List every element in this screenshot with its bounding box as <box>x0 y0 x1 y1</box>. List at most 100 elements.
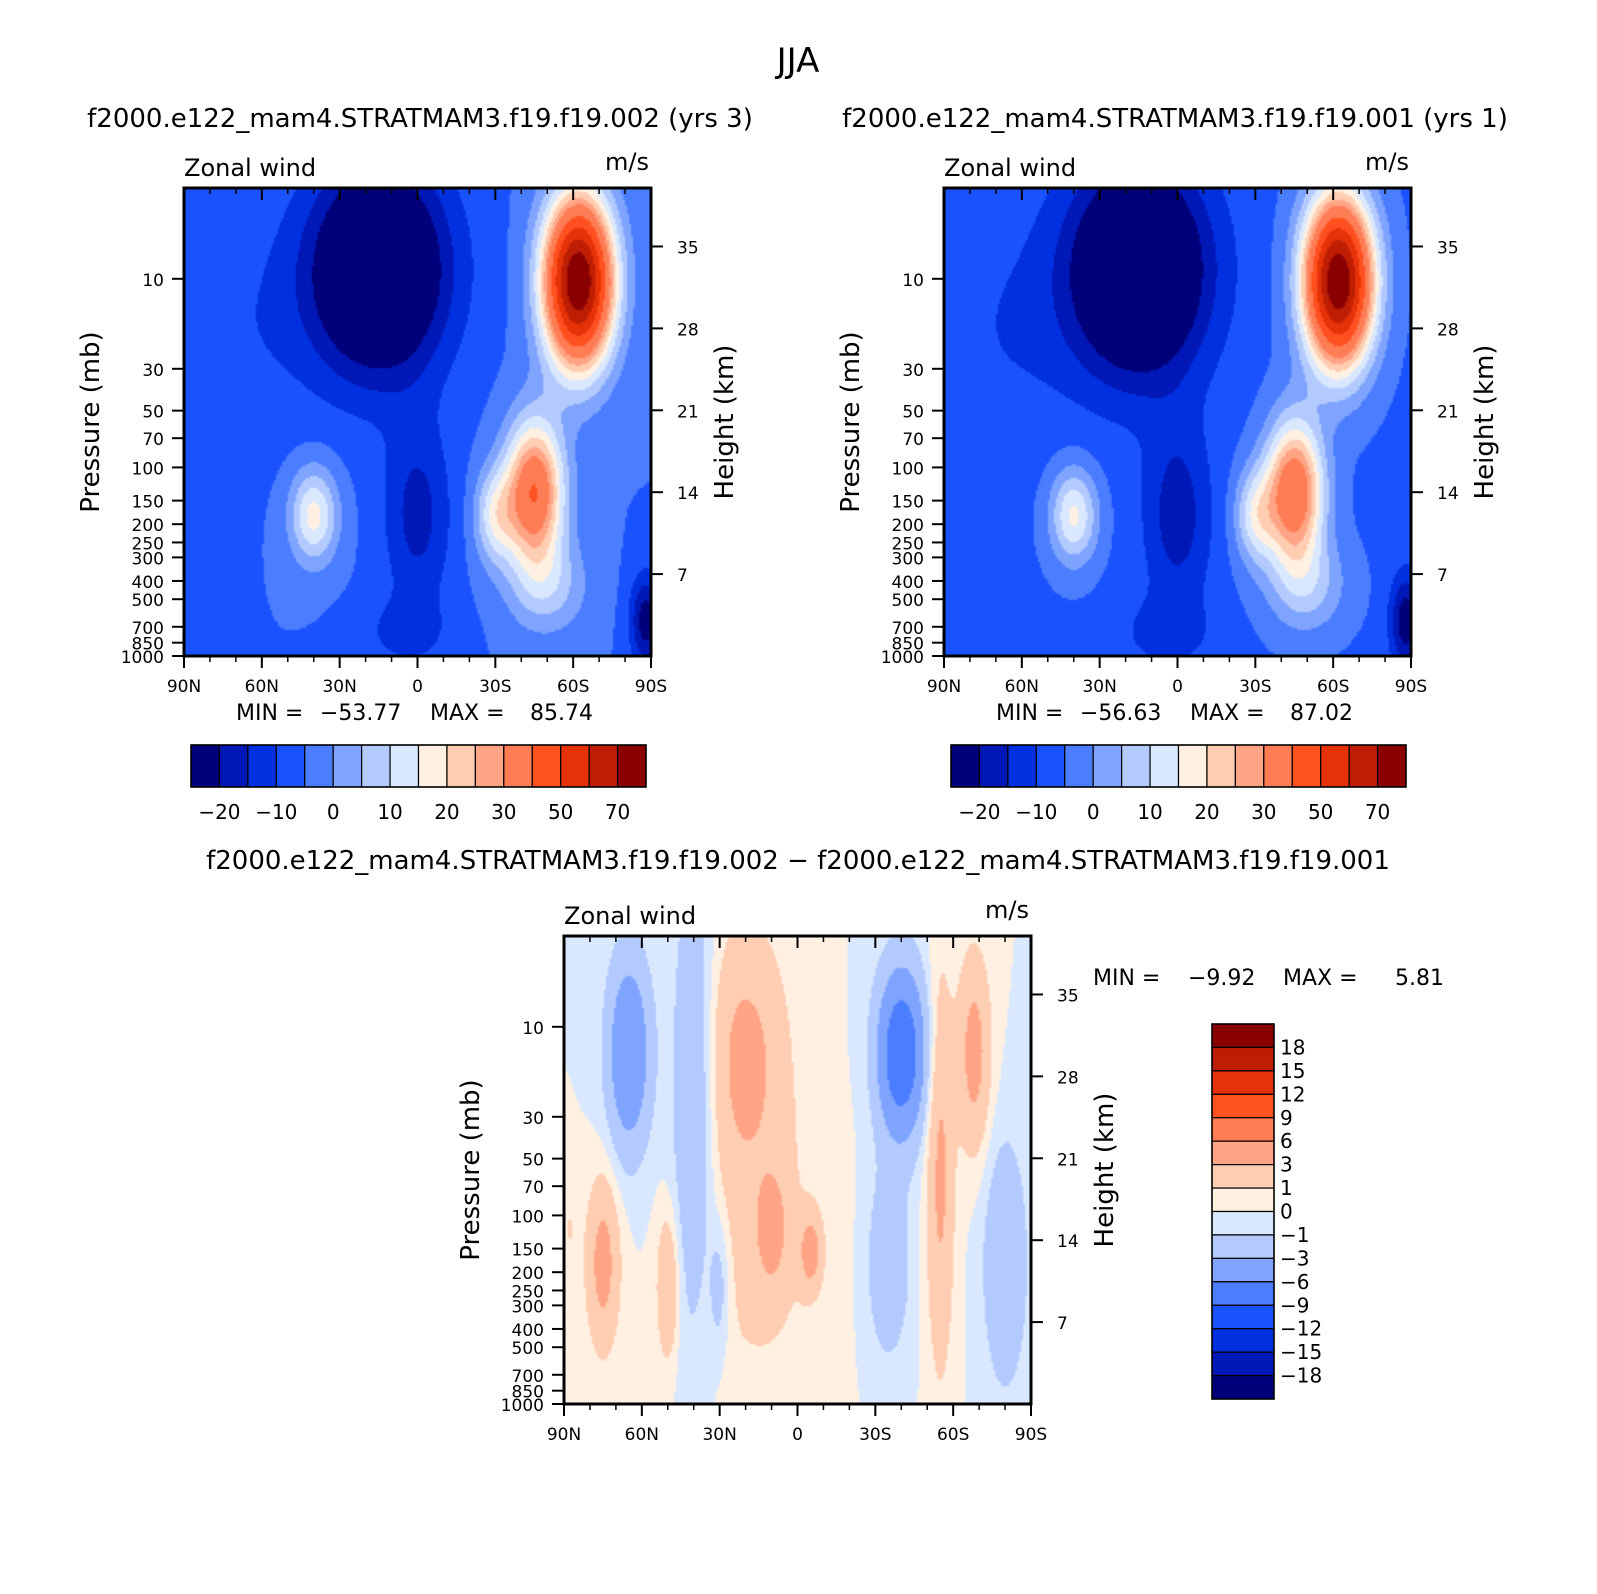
colorbar-swatch <box>1211 1187 1275 1213</box>
height-tick-label: 35 <box>677 238 699 258</box>
colorbar-swatch <box>474 744 505 788</box>
colorbar-swatch <box>247 744 277 788</box>
colorbar-swatch <box>1291 744 1322 788</box>
y-tick-label: 850 <box>892 635 924 655</box>
y-tick-label: 850 <box>132 635 164 655</box>
y-tick-label: 70 <box>902 430 924 450</box>
right-axis-label: Height (km) <box>710 345 740 500</box>
y-tick-label: 50 <box>142 403 164 423</box>
colorbar-swatch <box>978 744 1009 788</box>
height-tick-label: 35 <box>1437 238 1459 258</box>
x-tick-label: 30N <box>1082 677 1116 697</box>
colorbar-swatch <box>1211 1070 1275 1095</box>
contour-fill <box>564 936 1031 1404</box>
y-tick-label: 10 <box>522 1019 544 1039</box>
max-label: MAX = <box>1190 701 1265 726</box>
diff-title: f2000.e122_mam4.STRATMAM3.f19.f19.002 − … <box>206 846 1390 876</box>
y-tick-label: 400 <box>132 573 164 593</box>
max-label: MAX = <box>1283 966 1358 991</box>
x-tick-label: 60S <box>557 677 589 697</box>
colorbar-swatch <box>304 744 334 788</box>
y-tick-label: 30 <box>522 1109 544 1129</box>
colorbar-label: −20 <box>198 800 240 824</box>
min-label: MIN = <box>996 701 1063 726</box>
height-tick-label: 21 <box>677 402 699 422</box>
colorbar-label: 20 <box>434 800 459 824</box>
height-tick-label: 14 <box>1057 1232 1079 1252</box>
height-tick-label: 28 <box>1057 1068 1079 1088</box>
y-tick-label: 250 <box>892 534 924 554</box>
y-tick-label: 200 <box>512 1264 544 1284</box>
figure-title: JJA <box>775 41 820 81</box>
units-label: m/s <box>605 148 649 176</box>
y-tick-label: 700 <box>512 1367 544 1387</box>
x-tick-label: 90S <box>1015 1425 1047 1445</box>
colorbar-swatch <box>1211 1046 1275 1072</box>
y-tick-label: 400 <box>892 573 924 593</box>
panel-b-title: f2000.e122_mam4.STRATMAM3.f19.f19.001 (y… <box>842 104 1508 134</box>
x-tick-label: 0 <box>792 1425 803 1445</box>
x-tick-label: 30N <box>322 677 356 697</box>
min-value: −56.63 <box>1080 701 1161 726</box>
colorbar-swatch <box>1234 744 1265 788</box>
colorbar-label: 10 <box>1137 800 1162 824</box>
x-tick-label: 60N <box>1005 677 1039 697</box>
colorbar-label: 3 <box>1280 1153 1293 1177</box>
max-value: 5.81 <box>1395 966 1444 991</box>
colorbar-label: 0 <box>1087 800 1100 824</box>
x-tick-label: 90N <box>547 1425 581 1445</box>
x-tick-label: 90N <box>927 677 961 697</box>
colorbar-label: 6 <box>1280 1129 1293 1153</box>
colorbar-label: −10 <box>255 800 297 824</box>
x-tick-label: 0 <box>1172 677 1183 697</box>
colorbar-swatch <box>1211 1210 1275 1236</box>
right-axis-label: Height (km) <box>1470 345 1500 500</box>
y-axis-label: Pressure (mb) <box>76 331 106 512</box>
y-tick-label: 50 <box>902 403 924 423</box>
colorbar-frame <box>1211 1023 1275 1400</box>
contour-fill <box>184 188 651 656</box>
colorbar-label: −1 <box>1280 1223 1309 1247</box>
colorbar-swatch <box>361 744 391 788</box>
x-tick-label: 90N <box>167 677 201 697</box>
colorbar-swatch <box>218 744 249 788</box>
colorbar-swatch <box>1149 744 1180 788</box>
colorbar-swatch <box>1211 1234 1275 1259</box>
y-tick-label: 70 <box>142 430 164 450</box>
min-label: MIN = <box>236 701 303 726</box>
max-value: 87.02 <box>1290 701 1353 726</box>
x-tick-label: 60S <box>1317 677 1349 697</box>
x-tick-label: 90S <box>635 677 667 697</box>
y-tick-label: 300 <box>132 549 164 569</box>
colorbar-label: 0 <box>1280 1200 1293 1224</box>
colorbar-swatch <box>332 744 363 788</box>
min-value: −53.77 <box>320 701 401 726</box>
colorbar-label: 50 <box>548 800 573 824</box>
colorbar-swatch <box>950 744 981 788</box>
y-tick-label: 100 <box>892 459 924 479</box>
colorbar-label: 10 <box>377 800 402 824</box>
colorbar-label: 70 <box>1365 800 1390 824</box>
colorbar-swatch <box>588 744 619 788</box>
y-tick-label: 250 <box>512 1282 544 1302</box>
colorbar-swatch <box>275 744 306 788</box>
colorbar-swatch <box>1064 744 1094 788</box>
height-tick-label: 35 <box>1057 986 1079 1006</box>
y-tick-label: 850 <box>512 1383 544 1403</box>
colorbar-label: 1 <box>1280 1176 1293 1200</box>
units-label: m/s <box>1365 148 1409 176</box>
colorbar-label: −12 <box>1280 1317 1322 1341</box>
colorbar-label: 9 <box>1280 1106 1293 1130</box>
colorbar-swatch <box>1206 744 1236 788</box>
y-tick-label: 500 <box>512 1339 544 1359</box>
y-tick-label: 150 <box>512 1241 544 1261</box>
height-tick-label: 14 <box>677 484 699 504</box>
y-tick-label: 700 <box>132 619 164 639</box>
min-value: −9.92 <box>1188 966 1255 991</box>
y-axis-label: Pressure (mb) <box>836 331 866 512</box>
colorbar-swatch <box>446 744 476 788</box>
height-tick-label: 21 <box>1057 1150 1079 1170</box>
y-tick-label: 500 <box>132 591 164 611</box>
colorbar-label: 18 <box>1280 1035 1305 1059</box>
